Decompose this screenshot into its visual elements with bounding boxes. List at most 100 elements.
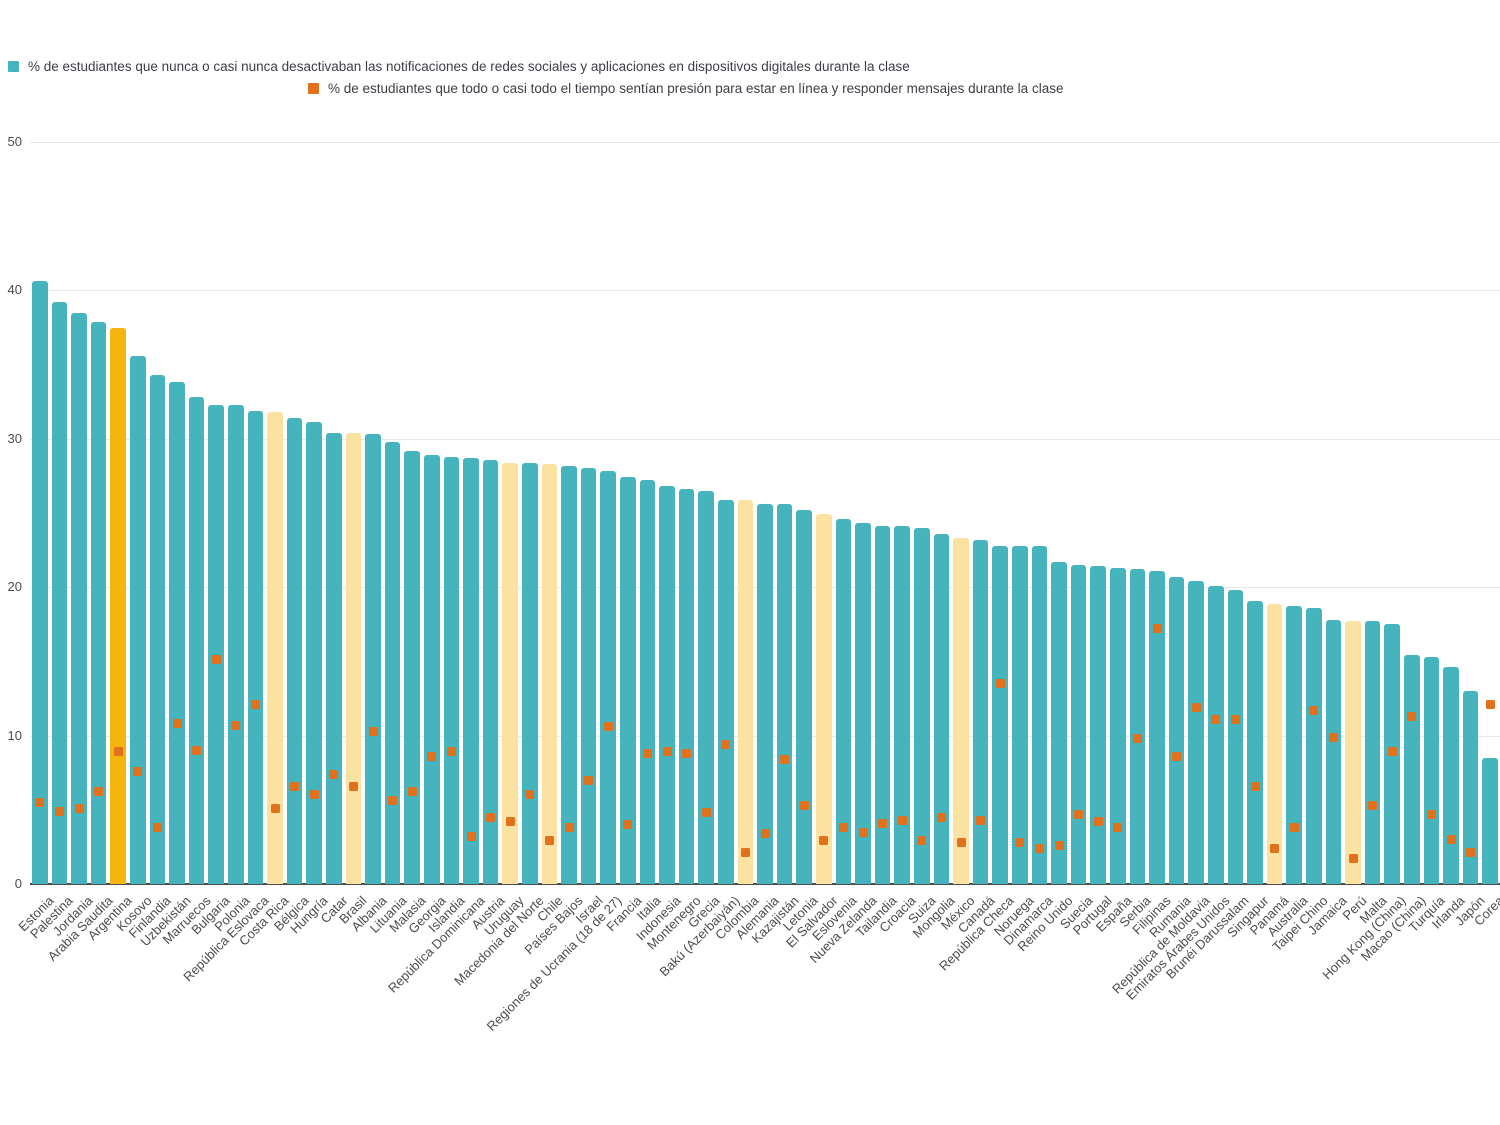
bar[interactable] — [580, 468, 597, 884]
pressure-marker[interactable] — [113, 747, 123, 757]
bar[interactable] — [1188, 581, 1204, 884]
pressure-marker[interactable] — [760, 829, 770, 839]
pressure-marker[interactable] — [368, 726, 378, 736]
bar[interactable] — [600, 471, 616, 884]
pressure-marker[interactable] — [466, 832, 476, 841]
bar[interactable] — [776, 504, 793, 884]
pressure-marker[interactable] — [427, 751, 437, 761]
pressure-marker[interactable] — [1328, 732, 1338, 742]
pressure-marker[interactable] — [1309, 705, 1319, 715]
pressure-marker[interactable] — [525, 790, 535, 800]
pressure-marker[interactable] — [701, 808, 711, 818]
pressure-marker[interactable] — [662, 747, 672, 757]
bar[interactable] — [1266, 603, 1283, 884]
pressure-marker[interactable] — [1387, 747, 1397, 757]
pressure-marker[interactable] — [290, 781, 300, 791]
bar[interactable] — [110, 327, 126, 884]
pressure-marker[interactable] — [858, 827, 868, 837]
pressure-marker[interactable] — [446, 747, 456, 757]
pressure-marker[interactable] — [819, 836, 829, 846]
bar[interactable] — [1364, 621, 1381, 884]
bar[interactable] — [463, 458, 479, 884]
pressure-marker[interactable] — [642, 748, 652, 758]
bar[interactable] — [835, 518, 852, 884]
pressure-marker[interactable] — [172, 719, 182, 729]
pressure-marker[interactable] — [603, 722, 613, 732]
bar[interactable] — [1110, 567, 1126, 884]
pressure-marker[interactable] — [897, 815, 907, 825]
bar[interactable] — [718, 499, 734, 884]
pressure-marker[interactable] — [152, 823, 162, 833]
bar[interactable] — [1462, 691, 1479, 884]
pressure-marker[interactable] — [1407, 711, 1417, 721]
bar[interactable] — [541, 464, 558, 884]
bar[interactable] — [1070, 564, 1087, 884]
pressure-marker[interactable] — [1270, 843, 1280, 853]
pressure-marker[interactable] — [74, 803, 84, 813]
pressure-marker[interactable] — [250, 699, 260, 709]
bar[interactable] — [678, 489, 695, 884]
bar[interactable] — [267, 412, 283, 884]
bar[interactable] — [71, 312, 87, 884]
bar[interactable] — [306, 422, 322, 884]
pressure-marker[interactable] — [1446, 834, 1456, 844]
pressure-marker[interactable] — [1466, 848, 1476, 858]
bar[interactable] — [1247, 600, 1263, 884]
pressure-marker[interactable] — [388, 796, 398, 806]
pressure-marker[interactable] — [936, 812, 946, 822]
pressure-marker[interactable] — [623, 820, 633, 830]
bar[interactable] — [1345, 621, 1361, 884]
pressure-marker[interactable] — [956, 837, 966, 847]
bar[interactable] — [816, 514, 832, 884]
bar[interactable] — [1227, 590, 1244, 884]
pressure-marker[interactable] — [544, 836, 554, 846]
pressure-marker[interactable] — [878, 818, 888, 828]
bar[interactable] — [933, 533, 950, 884]
pressure-marker[interactable] — [1368, 800, 1378, 810]
bar[interactable] — [914, 527, 930, 884]
pressure-marker[interactable] — [838, 823, 848, 833]
pressure-marker[interactable] — [54, 806, 64, 816]
bar[interactable] — [345, 432, 362, 884]
bar[interactable] — [228, 404, 244, 884]
pressure-marker[interactable] — [1230, 714, 1240, 724]
pressure-marker[interactable] — [407, 787, 417, 797]
bar[interactable] — [1325, 619, 1342, 884]
bar[interactable] — [1168, 576, 1185, 884]
pressure-marker[interactable] — [780, 754, 790, 764]
bar[interactable] — [561, 465, 577, 884]
pressure-marker[interactable] — [1074, 809, 1084, 819]
bar[interactable] — [1208, 585, 1224, 884]
bar[interactable] — [384, 441, 401, 884]
pressure-marker[interactable] — [1485, 699, 1495, 709]
pressure-marker[interactable] — [329, 769, 339, 779]
bar[interactable] — [365, 434, 381, 884]
pressure-marker[interactable] — [1211, 714, 1221, 724]
pressure-marker[interactable] — [799, 800, 809, 810]
legend-item-notifications[interactable]: % de estudiantes que nunca o casi nunca … — [8, 58, 910, 75]
pressure-marker[interactable] — [1426, 809, 1436, 819]
pressure-marker[interactable] — [1113, 823, 1123, 833]
bar[interactable] — [286, 418, 303, 884]
bar[interactable] — [1286, 606, 1302, 884]
bar[interactable] — [953, 538, 969, 884]
bar[interactable] — [855, 523, 871, 884]
bar[interactable] — [424, 455, 440, 884]
pressure-marker[interactable] — [211, 655, 221, 665]
pressure-marker[interactable] — [584, 775, 594, 785]
pressure-marker[interactable] — [740, 848, 750, 858]
pressure-marker[interactable] — [995, 679, 1005, 689]
pressure-marker[interactable] — [1250, 781, 1260, 791]
pressure-marker[interactable] — [976, 815, 986, 825]
pressure-marker[interactable] — [1152, 624, 1162, 634]
pressure-marker[interactable] — [1054, 840, 1064, 850]
bar[interactable] — [992, 545, 1008, 884]
bar[interactable] — [482, 459, 499, 884]
pressure-marker[interactable] — [270, 803, 280, 813]
bar[interactable] — [1090, 566, 1106, 884]
pressure-marker[interactable] — [94, 787, 104, 797]
bar[interactable] — [1051, 561, 1067, 884]
bar[interactable] — [1404, 655, 1420, 884]
pressure-marker[interactable] — [1015, 837, 1025, 847]
pressure-marker[interactable] — [564, 823, 574, 833]
